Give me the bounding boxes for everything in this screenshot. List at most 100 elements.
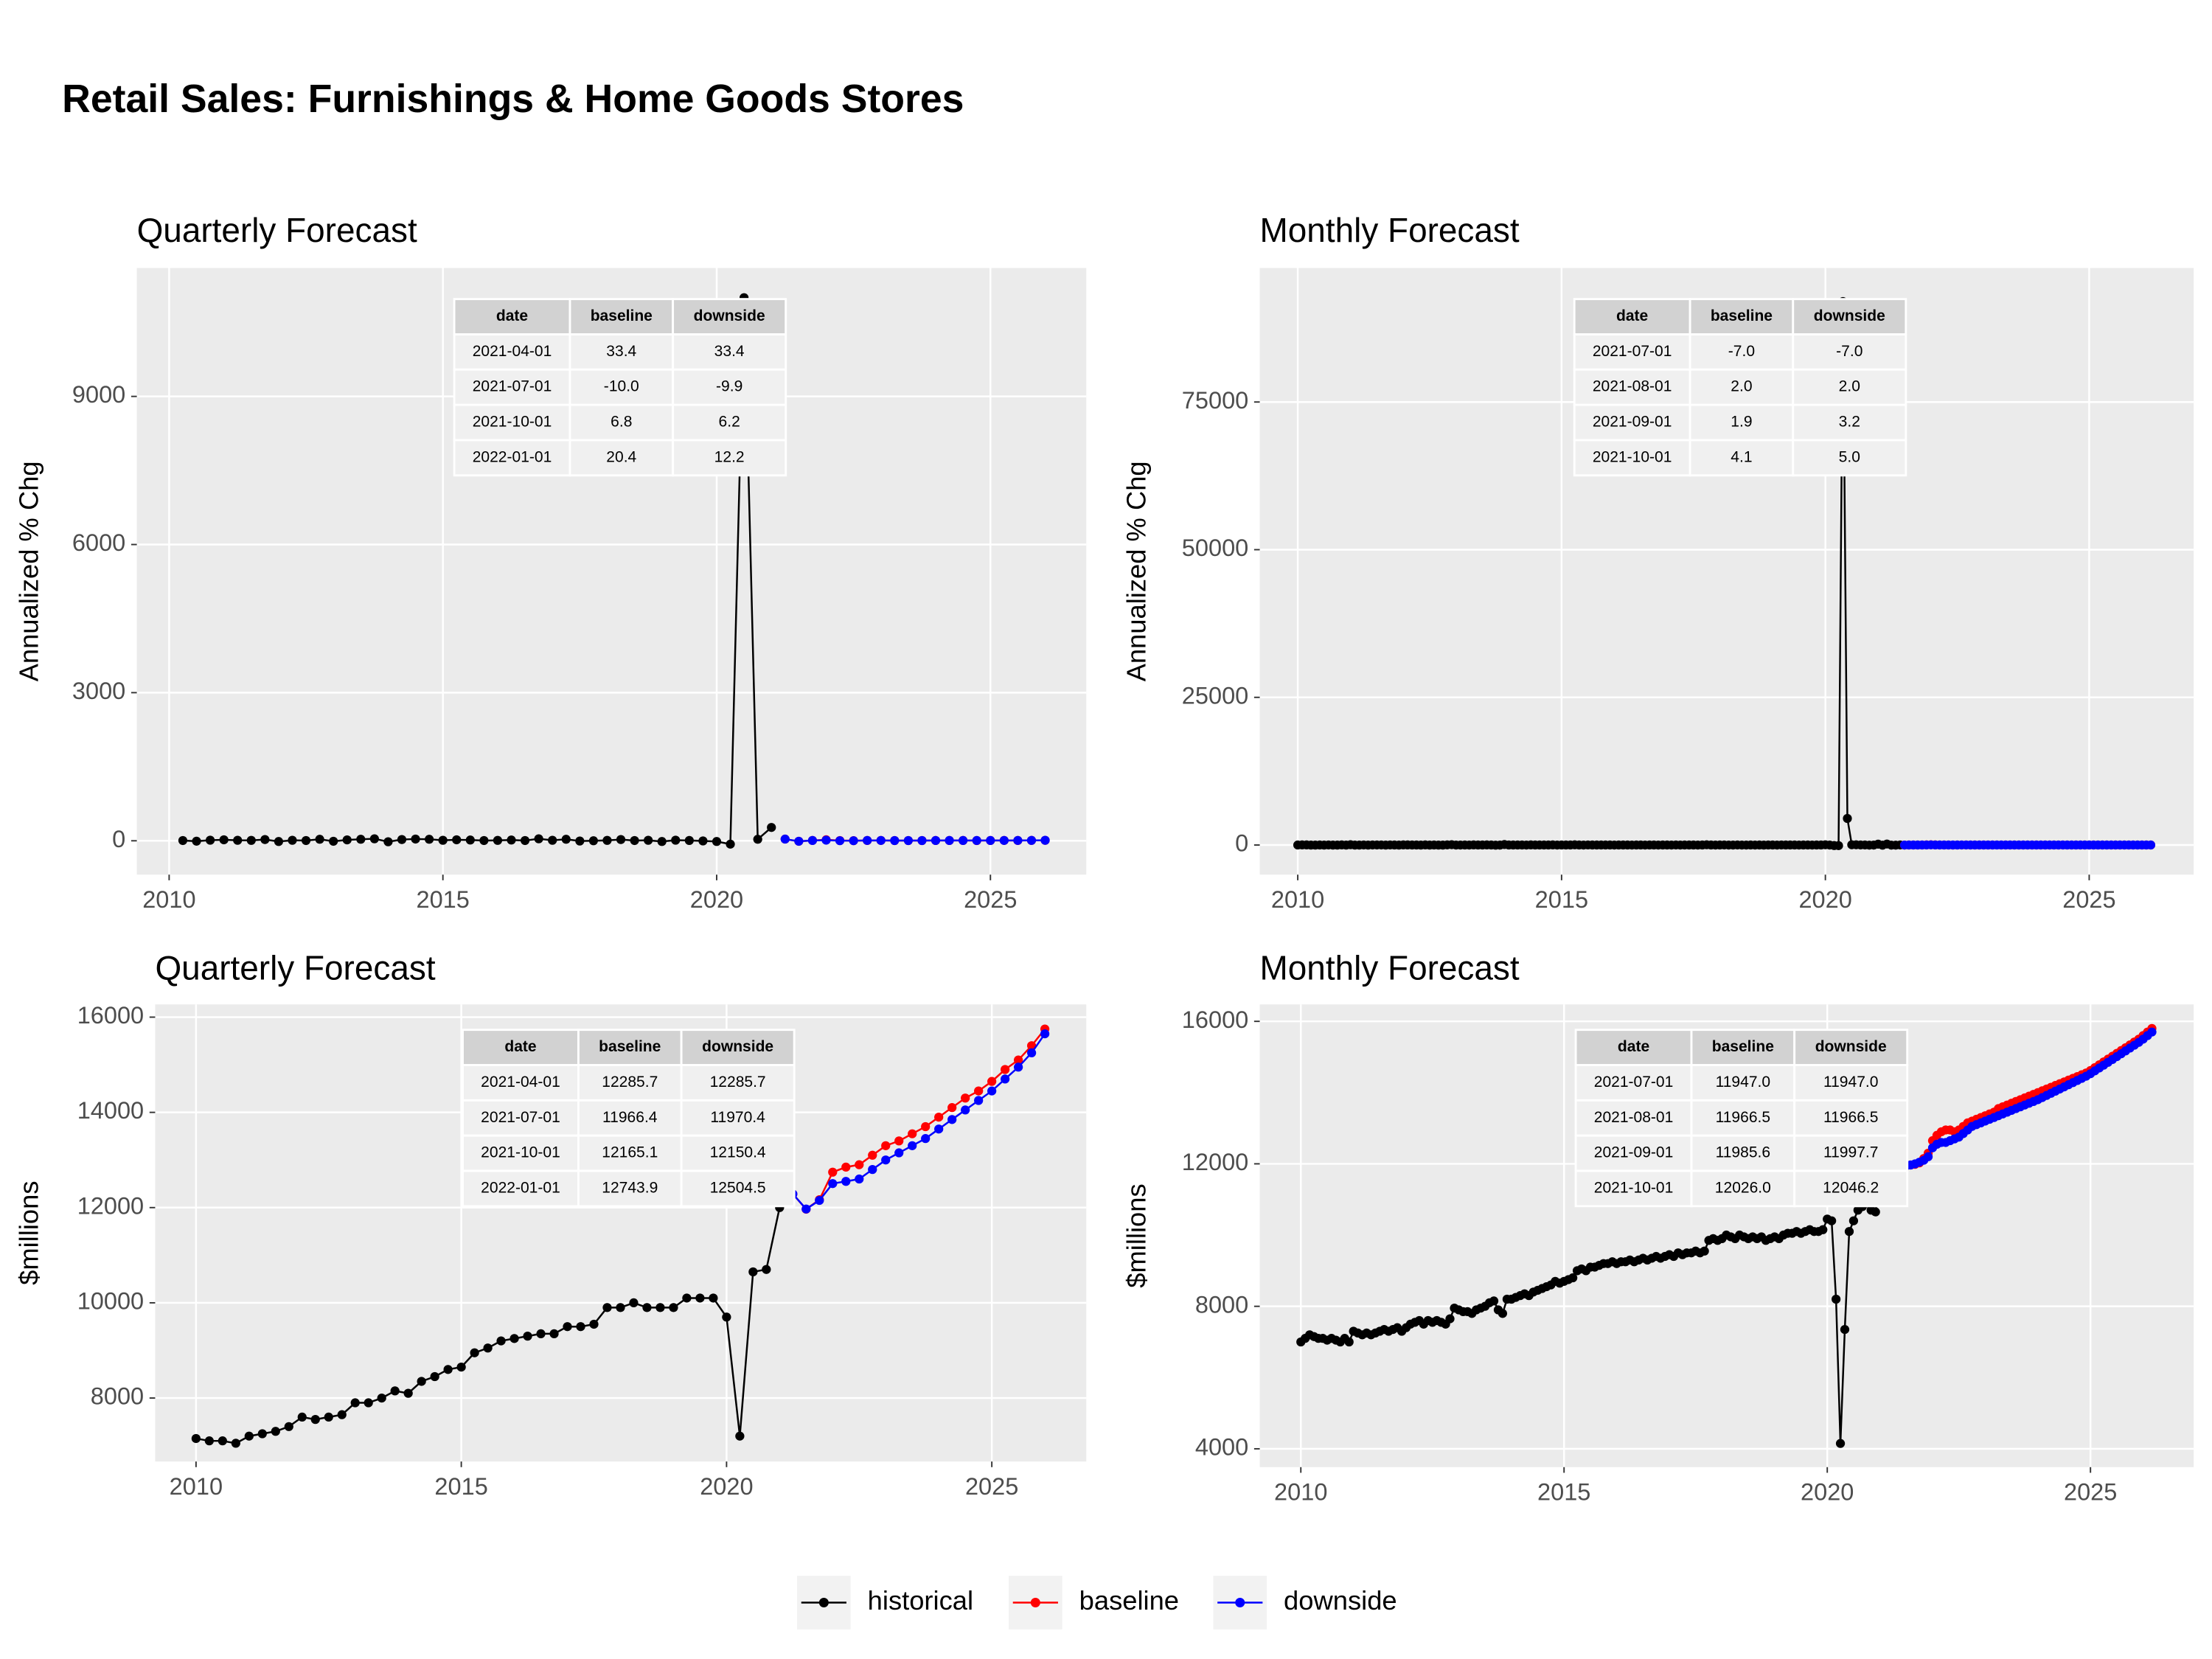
data-point bbox=[523, 1332, 532, 1341]
data-point bbox=[921, 1121, 931, 1132]
data-point bbox=[1871, 1207, 1880, 1217]
data-point bbox=[496, 1336, 506, 1346]
data-point bbox=[849, 836, 858, 846]
panel-title: Monthly Forecast bbox=[1260, 948, 1520, 987]
x-tick-label: 2025 bbox=[2062, 886, 2115, 913]
data-point bbox=[1013, 1062, 1023, 1072]
data-point bbox=[794, 836, 804, 846]
data-point bbox=[1026, 835, 1037, 845]
data-point bbox=[735, 1431, 745, 1441]
table-header-cell bbox=[680, 1029, 796, 1066]
data-point bbox=[1835, 1439, 1846, 1448]
data-point bbox=[470, 1348, 479, 1357]
data-point bbox=[753, 835, 762, 844]
panel-title: Quarterly Forecast bbox=[137, 211, 417, 249]
table-cell-text: 20.4 bbox=[606, 448, 636, 465]
data-point bbox=[815, 1195, 824, 1206]
data-point bbox=[1818, 1225, 1828, 1234]
table-header: baseline bbox=[1712, 1038, 1774, 1055]
data-point bbox=[1026, 1041, 1037, 1051]
table-cell-text: 2021-10-01 bbox=[1593, 448, 1672, 465]
table-cell-text: 6.2 bbox=[719, 414, 740, 431]
table-cell-text: 11997.7 bbox=[1823, 1144, 1878, 1161]
y-tick-label: 6000 bbox=[72, 529, 125, 556]
table-cell-text: 12150.4 bbox=[710, 1144, 766, 1161]
data-point bbox=[630, 835, 639, 846]
table-cell bbox=[462, 1169, 580, 1208]
table-header-cell bbox=[672, 298, 787, 335]
data-point bbox=[310, 1415, 320, 1425]
data-point bbox=[959, 835, 968, 846]
y-tick-label: 12000 bbox=[77, 1192, 144, 1219]
data-point bbox=[356, 835, 366, 844]
table-cell bbox=[1793, 1099, 1909, 1137]
table-header: baseline bbox=[599, 1038, 661, 1055]
data-point bbox=[1013, 1055, 1023, 1065]
data-point bbox=[1843, 813, 1852, 824]
data-point bbox=[1445, 1314, 1455, 1324]
data-point bbox=[1040, 835, 1050, 845]
data-point bbox=[629, 1298, 639, 1308]
data-point bbox=[549, 1329, 559, 1339]
table-cell bbox=[453, 439, 571, 477]
table-cell bbox=[680, 1169, 796, 1208]
table-cell bbox=[568, 403, 675, 442]
table-cell-text: 12285.7 bbox=[602, 1074, 658, 1091]
data-point bbox=[204, 1436, 214, 1446]
data-point bbox=[575, 836, 585, 846]
table-cell-text: 12026.0 bbox=[1715, 1179, 1771, 1196]
table-header: downside bbox=[1814, 307, 1885, 324]
table-header: downside bbox=[702, 1038, 773, 1055]
data-point bbox=[520, 835, 530, 846]
data-point bbox=[961, 1105, 970, 1115]
x-tick-label: 2015 bbox=[417, 886, 470, 913]
table-cell-text: 2021-09-01 bbox=[1593, 414, 1672, 431]
table-header: baseline bbox=[1711, 307, 1773, 324]
data-point bbox=[881, 1155, 891, 1165]
table-cell-text: 2021-07-01 bbox=[1593, 343, 1672, 360]
data-point bbox=[456, 1362, 466, 1372]
data-point bbox=[712, 837, 722, 846]
table-cell bbox=[568, 368, 675, 406]
table-cell bbox=[1573, 333, 1691, 371]
table-cell bbox=[1574, 1169, 1693, 1208]
data-point bbox=[342, 835, 352, 845]
legend-label: baseline bbox=[1079, 1585, 1179, 1615]
x-tick-label: 2010 bbox=[1271, 886, 1324, 913]
data-point bbox=[329, 836, 338, 846]
data-point bbox=[671, 835, 681, 845]
data-point bbox=[748, 1267, 758, 1277]
data-point bbox=[908, 1129, 917, 1138]
data-point bbox=[894, 1136, 904, 1146]
data-point bbox=[987, 1086, 997, 1096]
table-cell bbox=[1690, 1134, 1796, 1172]
table-cell-text: 6.8 bbox=[611, 414, 632, 431]
table-header-cell bbox=[568, 298, 675, 335]
table-cell-text: 2021-10-01 bbox=[481, 1144, 560, 1161]
data-point bbox=[655, 1303, 665, 1312]
data-point bbox=[403, 1388, 413, 1398]
data-point bbox=[698, 836, 708, 846]
data-point bbox=[1013, 835, 1023, 845]
data-point bbox=[1827, 1216, 1837, 1225]
table-cell-text: 12743.9 bbox=[602, 1179, 658, 1196]
y-tick-label: 75000 bbox=[1182, 387, 1248, 414]
y-tick-label: 14000 bbox=[77, 1097, 144, 1124]
y-tick-label: 8000 bbox=[91, 1383, 144, 1410]
table-cell-text: 1.9 bbox=[1731, 414, 1752, 431]
table-cell-text: 11985.6 bbox=[1716, 1144, 1770, 1161]
table-cell-text: 12165.1 bbox=[602, 1144, 658, 1161]
y-tick-label: 9000 bbox=[72, 381, 125, 408]
data-point bbox=[835, 836, 845, 846]
y-tick-label: 0 bbox=[112, 826, 125, 852]
x-tick-label: 2015 bbox=[1535, 886, 1588, 913]
table-cell bbox=[462, 1064, 580, 1102]
data-point bbox=[908, 1141, 917, 1150]
table-cell-text: 2021-07-01 bbox=[481, 1109, 560, 1126]
data-point bbox=[192, 836, 201, 846]
table-cell bbox=[1793, 1134, 1909, 1172]
data-point bbox=[881, 1141, 891, 1150]
data-point bbox=[987, 1077, 997, 1086]
x-tick-label: 2020 bbox=[700, 1473, 753, 1500]
table-cell bbox=[672, 368, 787, 406]
